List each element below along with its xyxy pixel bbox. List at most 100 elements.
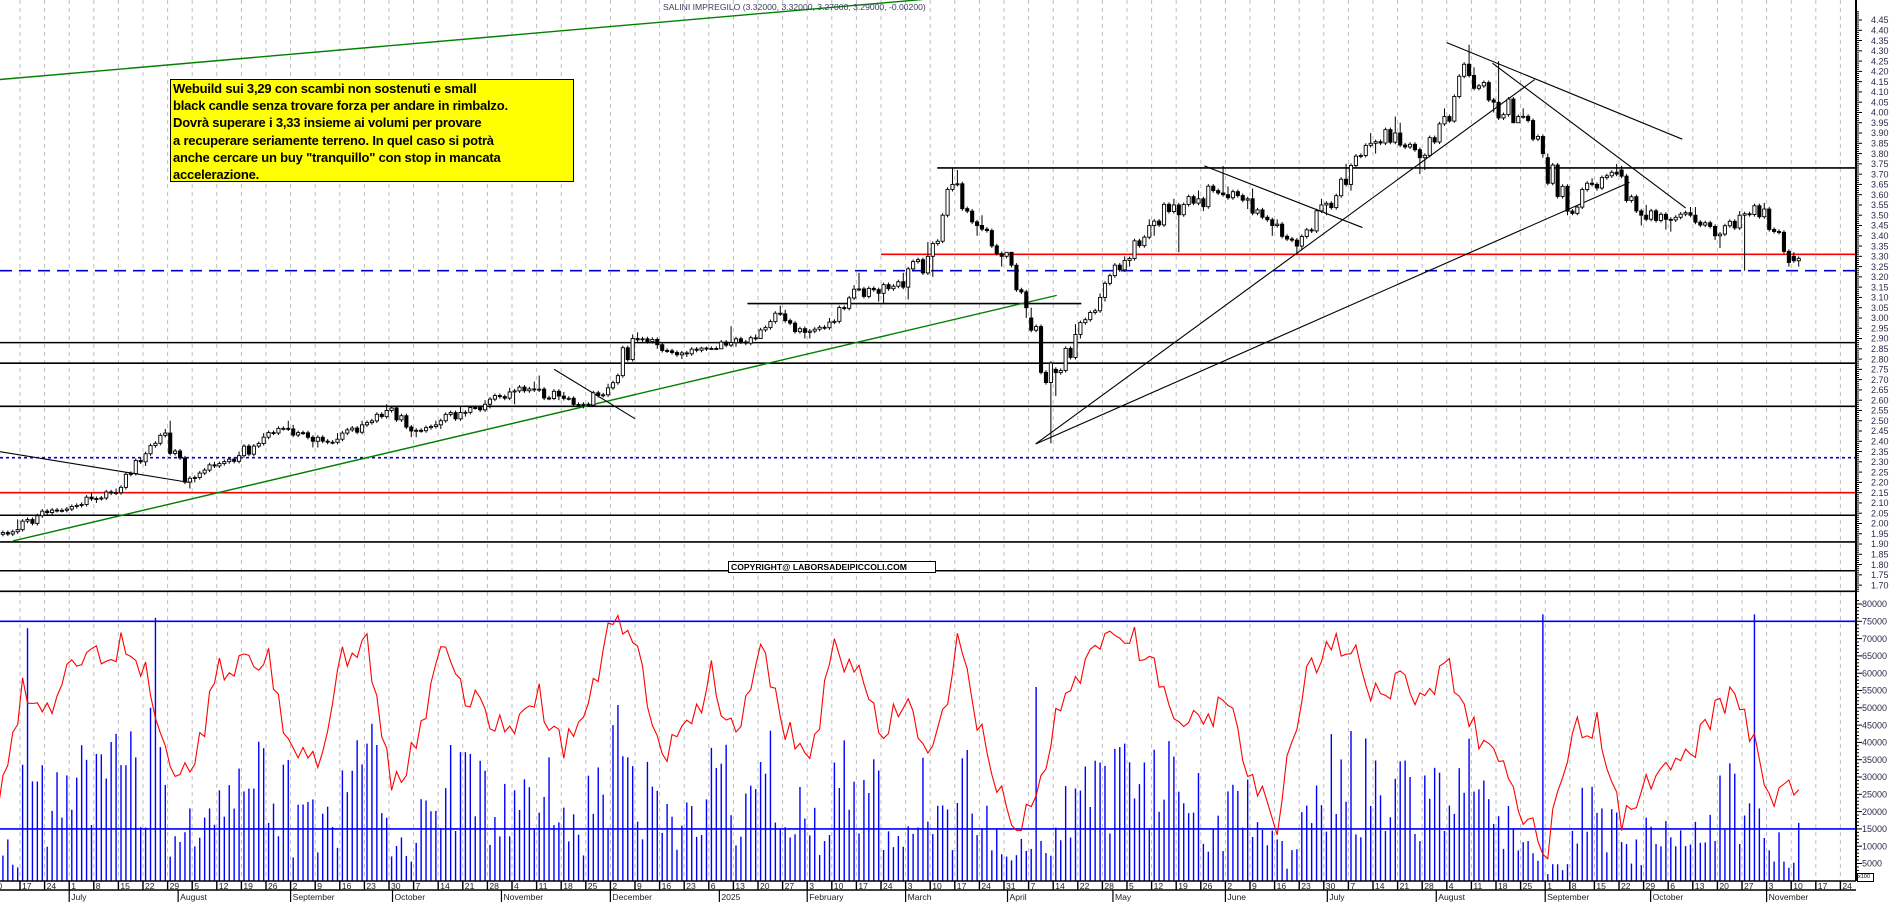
candle-body — [217, 463, 222, 467]
candle-body — [1412, 143, 1418, 151]
candle-body — [694, 348, 699, 351]
candle — [650, 337, 655, 344]
candle — [276, 426, 281, 436]
candle — [1009, 251, 1014, 268]
candle-body — [433, 424, 438, 428]
candle-body — [1102, 282, 1108, 298]
candle — [832, 319, 837, 325]
note-line: Dovrà superare i 3,33 insieme ai volumi … — [173, 115, 482, 131]
candle-body — [1348, 165, 1354, 185]
candle-body — [1019, 289, 1024, 293]
candle-body — [384, 410, 389, 418]
candle — [409, 424, 414, 438]
candle — [222, 459, 227, 466]
candle — [606, 383, 611, 397]
candle-body — [1245, 198, 1250, 201]
candle-body — [1038, 326, 1044, 373]
price-tick-label: 2.05 — [1871, 508, 1889, 518]
candle-body — [1786, 250, 1791, 263]
candle — [84, 495, 89, 507]
candle-body — [960, 183, 965, 210]
candle — [69, 504, 74, 512]
candle — [984, 227, 989, 233]
candle — [1127, 256, 1132, 267]
candle-body — [822, 326, 827, 329]
candle — [1506, 97, 1511, 117]
candle-body — [827, 321, 832, 329]
candle-body — [310, 436, 315, 442]
candle-body — [320, 436, 325, 442]
candle-body — [1201, 198, 1206, 208]
candle-body — [1235, 191, 1240, 197]
candle — [1211, 184, 1216, 193]
week-tick-label: 30 — [1326, 881, 1336, 891]
week-tick-label: 29 — [1646, 881, 1656, 891]
candle — [1363, 143, 1368, 158]
price-tick-label: 2.60 — [1871, 395, 1889, 405]
candle — [1004, 251, 1009, 259]
candle-body — [1132, 240, 1137, 260]
candle — [694, 347, 699, 353]
candle — [950, 167, 955, 192]
chart-title: SALINI IMPREGILO (3.32000, 3.32000, 3.27… — [663, 2, 926, 12]
week-tick-label: 7 — [1031, 881, 1036, 891]
candle-body — [1678, 213, 1683, 218]
candle-body — [40, 510, 45, 517]
candle-body — [1639, 210, 1644, 216]
candle — [1088, 310, 1093, 322]
volume-unit-label: x100 — [1857, 873, 1874, 882]
candle-body — [1383, 129, 1388, 144]
candle — [1319, 198, 1324, 213]
candle — [281, 426, 286, 431]
candle — [1703, 220, 1708, 228]
candle — [837, 305, 842, 324]
candle-body — [1698, 221, 1703, 226]
week-tick-label: 1 — [1547, 881, 1552, 891]
candle — [1284, 234, 1290, 242]
candle-body — [202, 469, 207, 474]
candle-body — [212, 464, 217, 467]
candle-body — [1043, 371, 1049, 383]
month-label: May — [1115, 892, 1132, 902]
candle-body — [1309, 229, 1314, 232]
candle-body — [1550, 164, 1555, 184]
candle — [827, 317, 832, 330]
candle — [266, 430, 271, 440]
candle — [1265, 215, 1270, 222]
candle — [350, 425, 355, 432]
candle — [1191, 194, 1196, 206]
candle — [1634, 194, 1639, 213]
candle-body — [1294, 239, 1299, 247]
candle — [1432, 135, 1437, 145]
candle-body — [1176, 204, 1181, 216]
candle — [25, 517, 30, 524]
candle-body — [143, 453, 148, 463]
candle-body — [984, 228, 989, 232]
candle-body — [970, 210, 975, 223]
candle-body — [99, 497, 104, 500]
candle — [187, 476, 192, 489]
price-tick-label: 4.20 — [1871, 67, 1889, 77]
volume-tick-label: 35000 — [1862, 755, 1887, 765]
week-tick-label: 26 — [268, 881, 278, 891]
candle-body — [576, 403, 581, 406]
candle — [940, 213, 945, 244]
candle-body — [788, 320, 793, 324]
candle — [1678, 212, 1683, 220]
candle — [133, 458, 138, 476]
trendline — [1035, 181, 1630, 445]
candle-body — [133, 460, 138, 474]
candle — [1250, 188, 1255, 216]
candle-body — [237, 455, 242, 462]
candle-body — [1535, 136, 1541, 140]
candle — [1078, 320, 1083, 339]
candle-body — [241, 445, 247, 457]
candle — [856, 272, 862, 292]
volume-tick-label: 70000 — [1862, 634, 1887, 644]
candle — [118, 485, 124, 495]
trendline — [1204, 165, 1363, 229]
candle-body — [1117, 264, 1122, 271]
candle-body — [773, 312, 778, 323]
candle-body — [419, 429, 424, 432]
candle-body — [950, 183, 955, 190]
